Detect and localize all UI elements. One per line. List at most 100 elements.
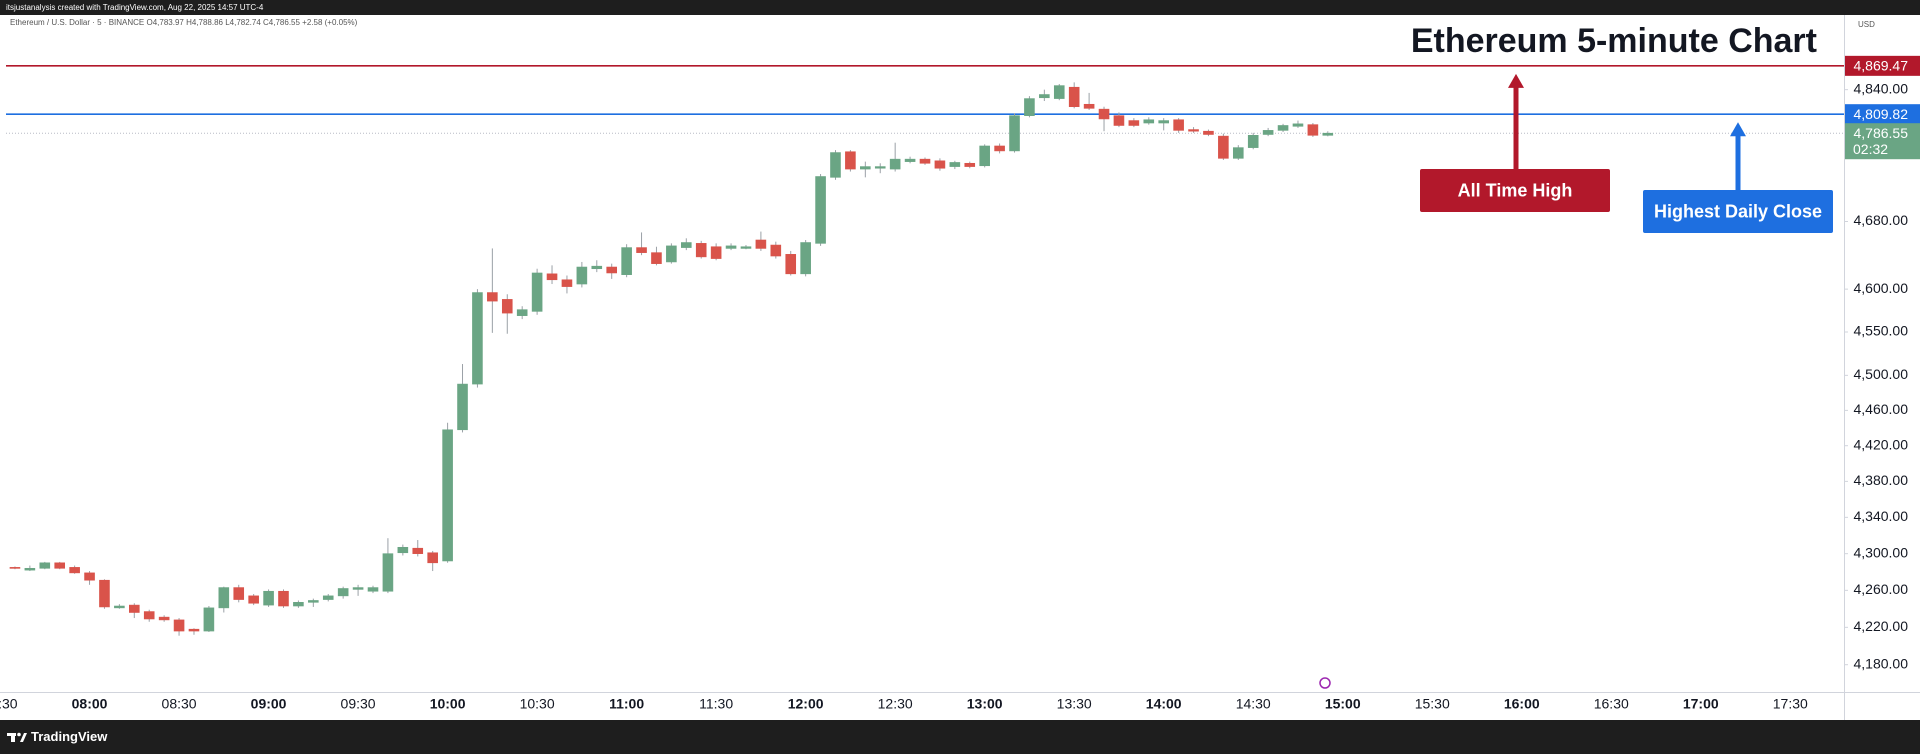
plot-area xyxy=(6,65,1844,636)
annotation-arrowhead xyxy=(1508,73,1524,88)
candle-body xyxy=(964,162,976,167)
price-label: 4,869.47 xyxy=(1854,58,1909,74)
countdown-label: 02:32 xyxy=(1853,141,1888,157)
annotation-box xyxy=(1643,190,1833,233)
candle-body xyxy=(1039,94,1050,99)
candle-body xyxy=(9,567,21,569)
candle-body xyxy=(1173,119,1184,131)
x-tick-label: 17:30 xyxy=(1773,696,1808,712)
candle-body xyxy=(651,252,662,264)
candle-body xyxy=(1292,123,1304,127)
candle-body xyxy=(1098,108,1110,120)
candle-body xyxy=(412,547,424,554)
candle-body xyxy=(1158,120,1170,124)
candle-body xyxy=(293,602,304,607)
candle-body xyxy=(472,292,483,385)
x-tick-label: 10:30 xyxy=(520,696,555,712)
y-tick-label: 4,680.00 xyxy=(1854,212,1909,228)
candle-body xyxy=(1053,85,1065,99)
last-price-box xyxy=(1845,123,1920,160)
x-tick-label: 12:00 xyxy=(788,696,824,712)
candle-body xyxy=(874,166,886,169)
candle-body xyxy=(99,579,110,608)
x-tick-label: 08:00 xyxy=(72,696,108,712)
candle-body xyxy=(889,158,901,170)
candle-body xyxy=(501,299,513,314)
candle-body xyxy=(1247,135,1259,148)
candle-body xyxy=(919,158,931,164)
x-tick-label: 16:30 xyxy=(1594,696,1629,712)
candle-body xyxy=(770,244,782,257)
candle-body xyxy=(561,279,573,287)
brand: TradingView xyxy=(31,729,108,744)
candle-body xyxy=(1083,103,1095,109)
price-label-box xyxy=(1845,104,1920,125)
candle-body xyxy=(248,595,259,604)
y-tick-label: 4,550.00 xyxy=(1854,323,1909,339)
y-tick-label: 4,840.00 xyxy=(1854,80,1909,96)
candle-body xyxy=(1009,115,1020,152)
x-tick-label: 14:30 xyxy=(1236,696,1271,712)
candle-body xyxy=(457,383,468,431)
y-tick-label: 4,340.00 xyxy=(1854,508,1909,524)
brand-logo xyxy=(7,732,27,742)
candle-body xyxy=(114,605,125,609)
candle-body xyxy=(606,266,618,274)
x-tick-label: 09:30 xyxy=(341,696,376,712)
candle-body xyxy=(1188,129,1199,132)
candle-body xyxy=(129,604,140,613)
candle-body xyxy=(427,552,438,564)
candle-body xyxy=(308,600,319,603)
y-tick-label: 4,300.00 xyxy=(1854,544,1909,560)
candle-body xyxy=(830,152,841,178)
annotation-text: Highest Daily Close xyxy=(1654,201,1822,221)
candle-body xyxy=(1068,86,1080,108)
x-tick-label: 16:00 xyxy=(1504,696,1540,712)
candle-body xyxy=(695,243,707,258)
candle-body xyxy=(845,151,856,170)
candle-body xyxy=(725,245,737,249)
candle-body xyxy=(740,246,752,249)
x-tick-label: 11:30 xyxy=(699,696,733,712)
candle-body xyxy=(1277,125,1289,131)
candle-body xyxy=(546,273,558,281)
x-tick-label: 08:30 xyxy=(162,696,197,712)
x-tick-label: 17:00 xyxy=(1683,696,1719,712)
top-bar xyxy=(0,0,1920,15)
x-tick-label: 09:00 xyxy=(251,696,287,712)
candle-body xyxy=(800,242,811,275)
candle-body xyxy=(218,587,230,609)
x-tick-label: 10:00 xyxy=(430,696,466,712)
candle-body xyxy=(143,611,155,620)
candle-body xyxy=(487,292,498,302)
event-icon[interactable] xyxy=(1319,677,1331,689)
candle-body xyxy=(949,162,961,167)
x-tick-label: 13:00 xyxy=(967,696,1003,712)
candle-body xyxy=(934,160,946,169)
candle-body xyxy=(382,553,394,592)
y-tick-label: 4,600.00 xyxy=(1854,280,1909,296)
credit: itsjustanalysis created with TradingView… xyxy=(6,3,264,12)
candle-body xyxy=(263,590,274,606)
x-tick-label: 07:30 xyxy=(0,696,18,712)
x-tick-label: 13:30 xyxy=(1057,696,1092,712)
candle-body xyxy=(994,145,1005,152)
candle-body xyxy=(322,595,334,600)
annotation-box xyxy=(1420,169,1610,212)
candle-body xyxy=(397,546,409,554)
candle-body xyxy=(158,616,170,621)
candle-body xyxy=(785,254,797,275)
y-tick-label: 4,220.00 xyxy=(1854,618,1909,634)
y-tick-label: 4,420.00 xyxy=(1854,436,1909,452)
y-tick-label: 4,260.00 xyxy=(1854,581,1909,597)
axis-unit: USD xyxy=(1858,20,1875,29)
y-tick-label: 4,500.00 xyxy=(1854,366,1909,382)
candle-body xyxy=(173,619,185,632)
candle-body xyxy=(591,265,603,270)
candle-body xyxy=(516,309,528,316)
candle-body xyxy=(710,246,722,259)
candle-body xyxy=(69,567,80,574)
last-price-label: 4,786.55 xyxy=(1854,125,1909,141)
